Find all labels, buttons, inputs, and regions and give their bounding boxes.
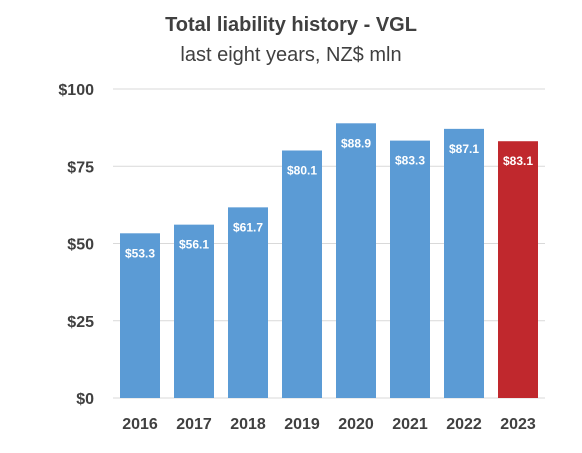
bar — [390, 140, 430, 398]
x-tick-label: 2022 — [446, 416, 482, 433]
bar — [174, 224, 214, 398]
x-tick-label: 2017 — [176, 416, 212, 433]
bar — [444, 128, 484, 398]
x-tick-label: 2023 — [500, 416, 536, 433]
x-tick-label: 2019 — [284, 416, 320, 433]
data-label: $56.1 — [179, 238, 209, 252]
bar — [228, 207, 268, 398]
y-tick-label: $25 — [67, 314, 94, 331]
y-tick-label: $100 — [58, 82, 94, 99]
data-label: $53.3 — [125, 246, 155, 260]
y-tick-label: $0 — [76, 391, 94, 408]
bar — [336, 123, 376, 398]
chart-subtitle: last eight years, NZ$ mln — [180, 44, 402, 66]
x-tick-label: 2021 — [392, 416, 428, 433]
data-label: $80.1 — [287, 163, 317, 177]
bar — [120, 233, 160, 398]
bar — [282, 150, 322, 398]
x-tick-label: 2020 — [338, 416, 374, 433]
data-label: $87.1 — [449, 142, 479, 156]
data-label: $83.3 — [395, 154, 425, 168]
data-label: $83.1 — [503, 154, 533, 168]
y-tick-label: $75 — [67, 159, 94, 176]
chart-title: Total liability history - VGL — [165, 14, 417, 36]
y-tick-label: $50 — [67, 237, 94, 254]
bar — [498, 141, 538, 398]
x-tick-label: 2018 — [230, 416, 266, 433]
data-label: $61.7 — [233, 220, 263, 234]
x-tick-label: 2016 — [122, 416, 158, 433]
data-label: $88.9 — [341, 136, 371, 150]
